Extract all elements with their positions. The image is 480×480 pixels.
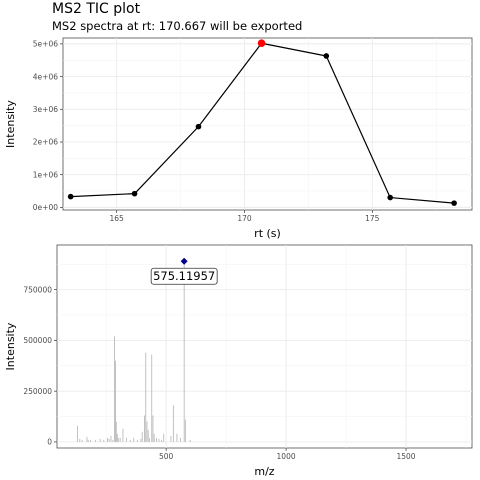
x-tick-label: 170 — [237, 214, 252, 223]
tic-plot-panel — [63, 38, 472, 210]
x-tick-label: 1000 — [277, 452, 296, 461]
spectrum-x-axis-label: m/z — [254, 465, 274, 478]
spectrum-y-ticks: 0 250000 500000 750000 — [23, 285, 57, 446]
y-tick-label: 250000 — [23, 387, 52, 396]
tic-chart: 165 170 175 0e+00 1e+06 2e+06 3e+06 4e+06 5e+06… — [4, 38, 472, 240]
tic-selected-point — [258, 39, 266, 47]
tic-y-ticks: 0e+00 1e+06 2e+06 3e+06 4e+06 5e+06 — [33, 40, 63, 212]
x-tick-label: 165 — [110, 214, 125, 223]
spectrum-y-axis-label: Intensity — [4, 322, 17, 370]
y-tick-label: 750000 — [23, 285, 52, 294]
tic-data-point — [132, 191, 138, 197]
y-tick-label: 2e+06 — [33, 138, 58, 147]
y-tick-label: 500000 — [23, 336, 52, 345]
y-tick-label: 1e+06 — [33, 170, 58, 179]
tic-y-axis-label: Intensity — [4, 100, 17, 148]
spectrum-plot-panel — [57, 245, 472, 448]
x-tick-label: 500 — [159, 452, 174, 461]
y-tick-label: 3e+06 — [33, 105, 58, 114]
tic-x-ticks: 165 170 175 — [110, 210, 380, 223]
tic-data-point — [387, 195, 393, 201]
y-tick-label: 5e+06 — [33, 40, 58, 49]
x-tick-label: 175 — [365, 214, 380, 223]
tic-data-point — [68, 194, 74, 200]
y-tick-label: 0 — [47, 438, 52, 447]
y-tick-label: 0e+00 — [33, 203, 58, 212]
spectrum-x-ticks: 500 1000 1500 — [159, 448, 416, 461]
tic-data-point — [323, 53, 329, 59]
precursor-label: 575.11957 — [153, 269, 215, 283]
tic-x-axis-label: rt (s) — [254, 227, 281, 240]
spectrum-chart: 575.11957 500 1000 1500 0 250000 500000 75000… — [4, 245, 472, 478]
tic-data-point — [196, 124, 202, 130]
x-tick-label: 1500 — [396, 452, 415, 461]
y-tick-label: 4e+06 — [33, 72, 58, 81]
tic-data-point — [451, 200, 457, 206]
